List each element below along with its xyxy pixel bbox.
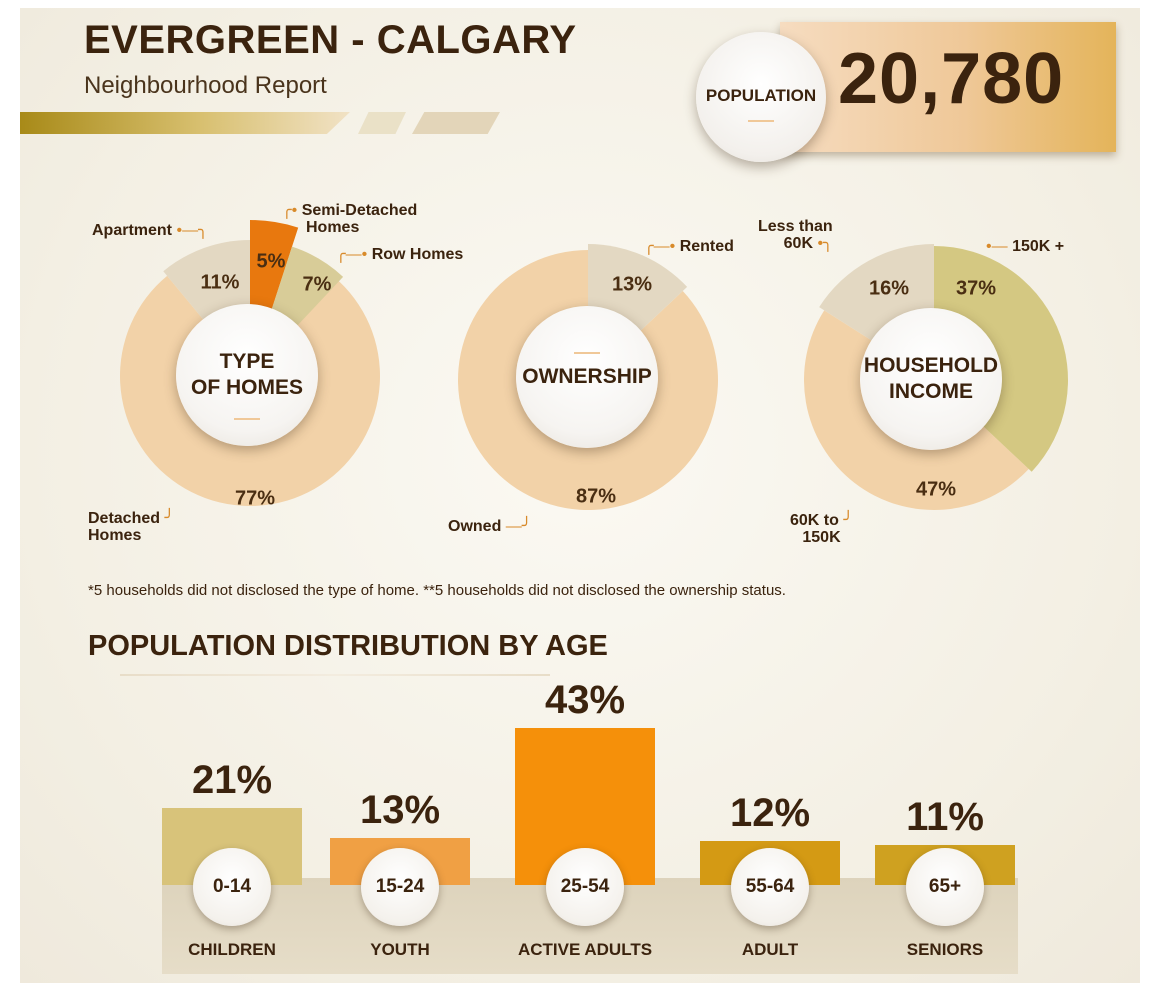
donut-center-household-income: HOUSEHOLD INCOME xyxy=(860,308,1002,450)
age-group-label: SENIORS xyxy=(906,940,984,959)
bar-value-label: 21% xyxy=(191,758,273,803)
label-apartment: Apartment •—╮ xyxy=(92,222,208,239)
page-subtitle: Neighbourhood Report xyxy=(84,72,327,99)
center-label: TYPE xyxy=(219,350,275,373)
footnote: *5 households did not disclosed the type… xyxy=(88,582,786,599)
pct-apartment: 11% xyxy=(200,271,240,294)
center-label: INCOME xyxy=(889,380,973,403)
age-range-badge: 15-24 xyxy=(361,848,439,926)
infographic-page: EVERGREEN - CALGARY Neighbourhood Report… xyxy=(20,8,1140,983)
donut-center-ownership: OWNERSHIP xyxy=(516,306,658,448)
label-row-homes: ╭—• Row Homes xyxy=(336,246,464,263)
age-group-label: ADULT xyxy=(741,940,799,959)
age-group-label: YOUTH xyxy=(370,940,430,959)
badge-dash xyxy=(748,120,774,122)
population-box xyxy=(780,22,1116,152)
pct-owned: 87% xyxy=(575,485,617,508)
age-range-badge: 25-54 xyxy=(546,848,624,926)
label-semi-detached: ╭• Semi-Detached Homes xyxy=(282,202,418,236)
section-divider xyxy=(120,674,550,676)
pct-rented: 13% xyxy=(611,273,653,296)
header-stripe xyxy=(358,112,406,134)
age-section-title: POPULATION DISTRIBUTION BY AGE xyxy=(88,630,608,662)
slice-150k-plus xyxy=(934,246,1068,472)
pct-semi-detached: 5% xyxy=(256,250,286,273)
pct-150k-plus: 37% xyxy=(955,277,997,300)
age-range-badge: 0-14 xyxy=(193,848,271,926)
pct-detached: 77% xyxy=(234,487,276,510)
pct-60k-to-150k: 47% xyxy=(915,478,957,501)
center-label: OF HOMES xyxy=(190,376,303,399)
pct-less-than-60k: 16% xyxy=(868,277,910,300)
bar-value-label: 11% xyxy=(906,794,984,839)
center-dash xyxy=(574,352,600,354)
age-group-label: ACTIVE ADULTS xyxy=(517,940,653,959)
header-stripe xyxy=(20,112,350,134)
center-label: OWNERSHIP xyxy=(522,365,652,388)
header-stripe xyxy=(412,112,500,134)
age-range-badge: 55-64 xyxy=(731,848,809,926)
label-60k-to-150k: 60K to ╯ 150K xyxy=(790,512,853,546)
bar-value-label: 12% xyxy=(729,791,811,836)
page-title: EVERGREEN - CALGARY xyxy=(84,18,577,62)
bar-value-label: 43% xyxy=(544,678,626,723)
label-less-than-60k: Less than 60K •╮ xyxy=(758,218,833,252)
population-value: 20,780 xyxy=(838,39,1065,119)
population-label: POPULATION xyxy=(705,86,817,105)
label-rented: ╭—• Rented xyxy=(644,238,734,255)
label-detached: Detached ╯ Homes xyxy=(88,510,175,544)
center-dash xyxy=(234,418,260,420)
donut-center-type-of-homes: TYPE OF HOMES xyxy=(176,304,318,446)
pct-row-homes: 7% xyxy=(302,273,332,296)
label-owned: Owned —╯ xyxy=(448,518,532,535)
population-badge: POPULATION xyxy=(696,32,826,162)
age-range-badge: 65+ xyxy=(906,848,984,926)
age-group-label: CHILDREN xyxy=(188,940,276,959)
label-150k-plus: •— 150K + xyxy=(986,238,1065,255)
bar-value-label: 13% xyxy=(359,787,441,832)
center-label: HOUSEHOLD xyxy=(863,354,999,377)
